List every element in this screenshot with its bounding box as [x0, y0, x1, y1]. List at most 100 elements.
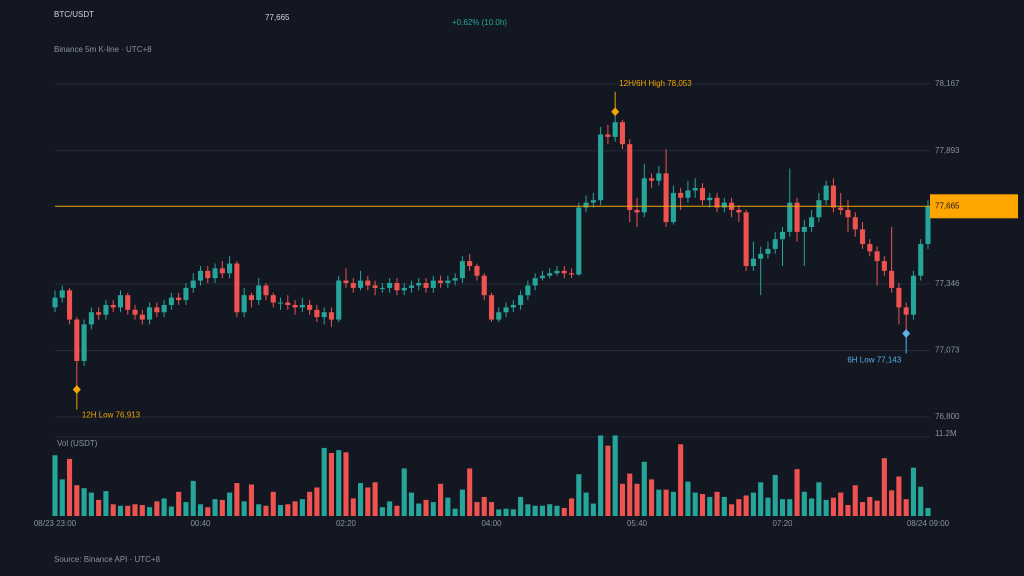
volume-bar [641, 461, 647, 516]
volume-bar [903, 499, 909, 516]
volume-bar [190, 480, 196, 516]
candle-body [699, 188, 706, 201]
candle-body [838, 207, 844, 210]
candle-body [161, 304, 167, 313]
change: +0.62% (10.0h) [452, 18, 507, 27]
candle-body [823, 185, 829, 201]
candle-body [925, 206, 931, 245]
candle-body [59, 290, 65, 298]
candle-body [307, 304, 313, 310]
candle-body [270, 295, 276, 303]
volume-bar [532, 505, 538, 516]
candle-body [612, 122, 618, 137]
volume-bar [219, 499, 225, 516]
volume-bar [394, 505, 400, 516]
volume-bar [205, 507, 211, 516]
candle-body [336, 280, 342, 320]
annotation: 12H/6H High 78,053 [619, 79, 692, 88]
volume-bar [736, 499, 742, 516]
volume-bar [794, 469, 800, 516]
volume-bar [110, 504, 116, 516]
volume-bar [612, 435, 618, 516]
candle-body [685, 190, 691, 198]
volume-bar [488, 502, 495, 516]
volume-bar [729, 504, 735, 516]
volume-bar [670, 491, 676, 516]
volume-bar [59, 479, 65, 516]
volume-bar [801, 491, 807, 516]
candle-body [918, 244, 924, 276]
volume-bar [605, 445, 611, 516]
volume-bar [292, 501, 298, 516]
volume-bar [758, 482, 764, 516]
volume-bar [750, 492, 756, 516]
volume-bar [816, 482, 822, 516]
candle-body [663, 173, 669, 223]
candle-body [867, 244, 873, 252]
candle-body [52, 297, 58, 308]
candle-body [299, 304, 305, 308]
candle-body [132, 309, 138, 315]
volume-bar [212, 499, 218, 516]
candle-body [67, 290, 73, 320]
y-tick-label: 77,893 [935, 146, 960, 155]
volume-bar [307, 491, 313, 516]
candle-body [903, 307, 909, 315]
volume-bar [459, 489, 465, 516]
last-price-tag [930, 194, 1018, 219]
candle-body [707, 197, 713, 201]
volume-bar [430, 502, 436, 516]
candle-body [532, 278, 538, 286]
volume-bar [168, 506, 174, 516]
volume-bar [438, 483, 444, 516]
candle-body [277, 302, 284, 304]
volume-bar [401, 468, 407, 516]
candle-body [358, 280, 364, 288]
volume-bar [503, 508, 509, 516]
volume-bar [561, 507, 567, 516]
volume-bar [416, 503, 422, 516]
candle-body [459, 261, 465, 279]
candle-body [896, 287, 902, 308]
candle-body [627, 144, 633, 210]
candle-body [234, 263, 240, 313]
candle-body [852, 217, 858, 230]
volume-bar [678, 444, 684, 516]
candle-body [74, 319, 80, 361]
volume-bar [452, 508, 458, 516]
volume-bar [823, 499, 829, 516]
candle-body [539, 275, 545, 279]
candle-body [328, 312, 334, 320]
volume-bar [867, 496, 873, 516]
candle-body [467, 261, 473, 266]
candle-body [656, 173, 662, 181]
candle-body [343, 280, 349, 284]
candle-body [365, 280, 371, 286]
volume-bar [139, 505, 145, 516]
candle-body [619, 122, 625, 145]
volume-bar [590, 503, 596, 516]
last-price-tag-label: 77,665 [935, 201, 960, 210]
volume-bar [554, 505, 560, 516]
candle-body [139, 314, 145, 320]
volume-bar [481, 496, 487, 516]
x-tick-label: 02:20 [336, 519, 357, 528]
candle-body [787, 202, 793, 232]
candle-body [481, 275, 487, 296]
candle-body [641, 178, 647, 213]
volume-bar [910, 467, 916, 516]
volume-bar [132, 504, 138, 516]
candle-body [394, 283, 400, 291]
candle-body [350, 283, 356, 288]
candle-body [285, 302, 291, 305]
volume-bar [918, 486, 924, 516]
candle-body [583, 202, 589, 208]
volume-bar [714, 491, 720, 516]
candle-body [168, 297, 174, 305]
candle-body [372, 285, 378, 288]
candle-body [321, 312, 327, 318]
y-tick-label: 76,800 [935, 412, 960, 421]
volume-bar [234, 483, 240, 516]
volume-bar [379, 507, 385, 516]
volume-bar [743, 495, 749, 516]
